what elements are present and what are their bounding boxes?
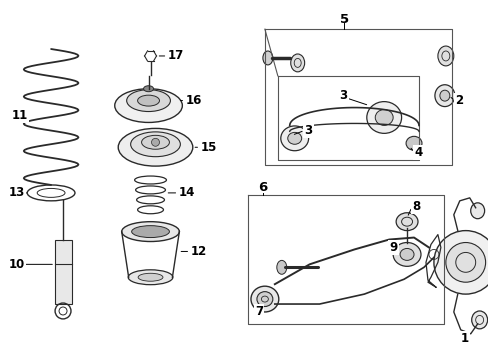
Text: 3: 3 (304, 124, 312, 137)
Text: 16: 16 (185, 94, 202, 107)
Bar (55, 239, 72, 304)
Ellipse shape (434, 85, 454, 107)
Ellipse shape (263, 51, 272, 65)
Ellipse shape (276, 260, 286, 274)
Ellipse shape (256, 292, 272, 306)
Text: 12: 12 (190, 245, 206, 258)
Ellipse shape (137, 95, 159, 106)
Ellipse shape (437, 46, 453, 66)
Ellipse shape (392, 243, 420, 266)
Text: 4: 4 (413, 146, 422, 159)
Text: 3: 3 (339, 89, 347, 102)
Ellipse shape (126, 90, 170, 112)
Text: 15: 15 (200, 141, 216, 154)
Ellipse shape (471, 311, 487, 329)
Ellipse shape (128, 270, 173, 285)
Ellipse shape (366, 102, 401, 133)
Ellipse shape (399, 248, 413, 260)
Ellipse shape (130, 132, 180, 157)
Text: 2: 2 (454, 94, 462, 107)
Ellipse shape (290, 54, 304, 72)
Text: 17: 17 (167, 49, 183, 63)
Ellipse shape (122, 222, 179, 242)
Text: 5: 5 (339, 13, 348, 26)
Ellipse shape (142, 135, 169, 149)
Ellipse shape (143, 86, 153, 92)
Text: 14: 14 (178, 186, 194, 199)
Ellipse shape (280, 126, 308, 151)
Circle shape (445, 243, 485, 282)
Ellipse shape (405, 136, 421, 150)
Ellipse shape (374, 109, 392, 125)
Text: 8: 8 (411, 200, 419, 213)
Ellipse shape (470, 203, 484, 219)
Circle shape (433, 231, 488, 294)
Text: 1: 1 (460, 332, 468, 345)
Circle shape (151, 138, 159, 146)
Text: 11: 11 (11, 109, 27, 122)
Text: 10: 10 (8, 258, 24, 271)
Ellipse shape (395, 213, 417, 231)
Ellipse shape (138, 273, 163, 281)
Ellipse shape (250, 286, 278, 312)
Ellipse shape (131, 226, 169, 238)
Text: 9: 9 (388, 241, 397, 254)
Text: 6: 6 (258, 181, 267, 194)
Text: 7: 7 (254, 306, 263, 319)
Text: 13: 13 (8, 186, 24, 199)
Ellipse shape (287, 132, 301, 144)
Ellipse shape (115, 89, 182, 122)
Ellipse shape (118, 129, 192, 166)
Ellipse shape (439, 90, 449, 101)
